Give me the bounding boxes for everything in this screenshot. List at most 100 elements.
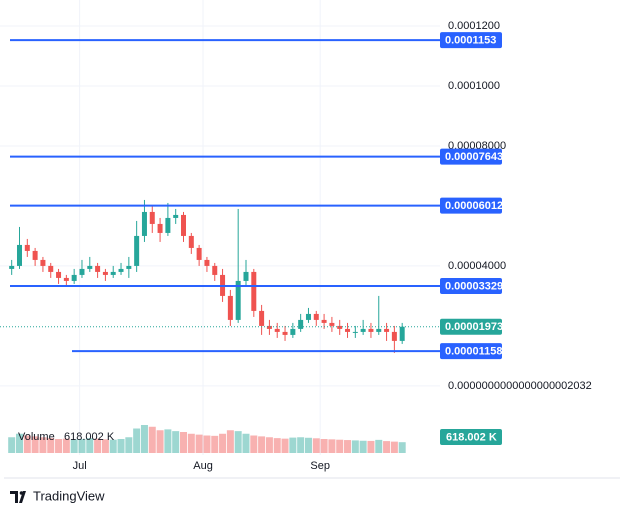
volume-bar <box>398 442 406 453</box>
candle-body <box>196 247 202 260</box>
candle-body <box>329 322 335 326</box>
candle-body <box>243 271 249 281</box>
volume-bar <box>195 434 203 453</box>
candle-body <box>321 319 327 323</box>
volume-bar <box>250 435 258 453</box>
candle-body <box>118 268 124 272</box>
candle-body <box>212 265 218 275</box>
volume-bar <box>187 433 195 453</box>
volume-bar <box>320 439 328 453</box>
candle-body <box>71 274 77 281</box>
level-badge <box>440 32 502 49</box>
candle-body <box>165 217 171 233</box>
volume-bar <box>101 439 109 453</box>
level-badge <box>440 278 502 295</box>
last-price-badge <box>440 318 502 335</box>
candle-body <box>391 331 397 341</box>
candle-body <box>282 331 288 335</box>
level-label: 0.00007643 <box>445 151 503 163</box>
candle-body <box>24 244 30 251</box>
volume-bar <box>94 438 102 453</box>
candle-body <box>126 265 132 269</box>
candle-body <box>188 235 194 248</box>
volume-bar <box>148 426 156 453</box>
candle-body <box>157 223 163 233</box>
volume-bar <box>304 437 312 453</box>
candle-body <box>384 328 390 332</box>
volume-badge <box>440 429 502 445</box>
volume-bar <box>133 428 141 453</box>
volume-bar <box>234 431 242 453</box>
volume-bar <box>312 438 320 453</box>
volume-bar <box>375 439 383 453</box>
volume-bar <box>344 440 352 453</box>
candle-body <box>149 211 155 224</box>
x-tick-label: Sep <box>310 460 330 472</box>
volume-bar <box>328 439 336 453</box>
candle-body <box>141 211 147 236</box>
volume-bar <box>23 435 31 453</box>
volume-bar <box>351 440 359 453</box>
volume-bar <box>70 439 78 453</box>
candle-body <box>360 328 366 332</box>
level-badge <box>440 197 502 214</box>
candle-body <box>305 313 311 320</box>
volume-bar <box>273 438 281 453</box>
volume-bar <box>62 438 70 453</box>
candle-body <box>87 265 93 269</box>
volume-bar <box>39 437 47 453</box>
y-tick-label: 0.0001200 <box>448 20 500 32</box>
candle-body <box>102 271 108 275</box>
candle-body <box>79 268 85 275</box>
candle-body <box>56 271 62 278</box>
candle-body <box>63 277 69 281</box>
volume-bar <box>15 433 23 453</box>
candle-body <box>16 244 22 266</box>
candle-body <box>173 214 179 218</box>
candle-body <box>227 295 233 320</box>
candle-body <box>181 214 187 236</box>
x-tick-label: Jul <box>73 460 87 472</box>
logo <box>10 491 26 503</box>
candle-body <box>345 328 351 332</box>
volume-bar <box>281 438 289 453</box>
last-price-label: 0.00001973 <box>445 321 503 333</box>
volume-bar <box>117 439 125 453</box>
volume-bar <box>172 431 180 453</box>
x-tick-label: Aug <box>193 460 213 472</box>
volume-bar <box>125 437 133 453</box>
volume-bar <box>140 425 148 453</box>
candle-body <box>399 326 405 341</box>
volume-bar <box>156 430 164 453</box>
candle-body <box>298 319 304 329</box>
volume-bar <box>242 433 250 453</box>
candle-body <box>134 235 140 266</box>
candle-body <box>376 328 382 332</box>
volume-bar <box>8 437 16 453</box>
volume-bar <box>226 430 234 453</box>
level-badge <box>440 148 502 165</box>
candle-body <box>235 280 241 320</box>
y-tick-label: 0.0001000 <box>448 80 500 92</box>
volume-bar <box>219 433 227 453</box>
level-label: 0.00006012 <box>445 200 503 212</box>
candle-body <box>48 265 54 272</box>
volume-bar <box>289 437 297 453</box>
candle-body <box>368 328 374 332</box>
y-tick-label: 0.0000000000000000002032 <box>448 380 592 392</box>
y-tick-label: 0.00004000 <box>448 260 506 272</box>
candle-body <box>274 328 280 332</box>
volume-value: 618.002 K <box>64 431 115 443</box>
volume-bar <box>390 441 398 453</box>
candle-body <box>95 265 101 272</box>
volume-bar <box>359 440 367 453</box>
volume-bar <box>367 440 375 453</box>
volume-bar <box>47 438 55 453</box>
volume-bar <box>109 439 117 453</box>
candle-body <box>352 331 358 333</box>
candle-body <box>313 313 319 320</box>
candle-body <box>110 271 116 275</box>
level-badge <box>440 343 502 360</box>
